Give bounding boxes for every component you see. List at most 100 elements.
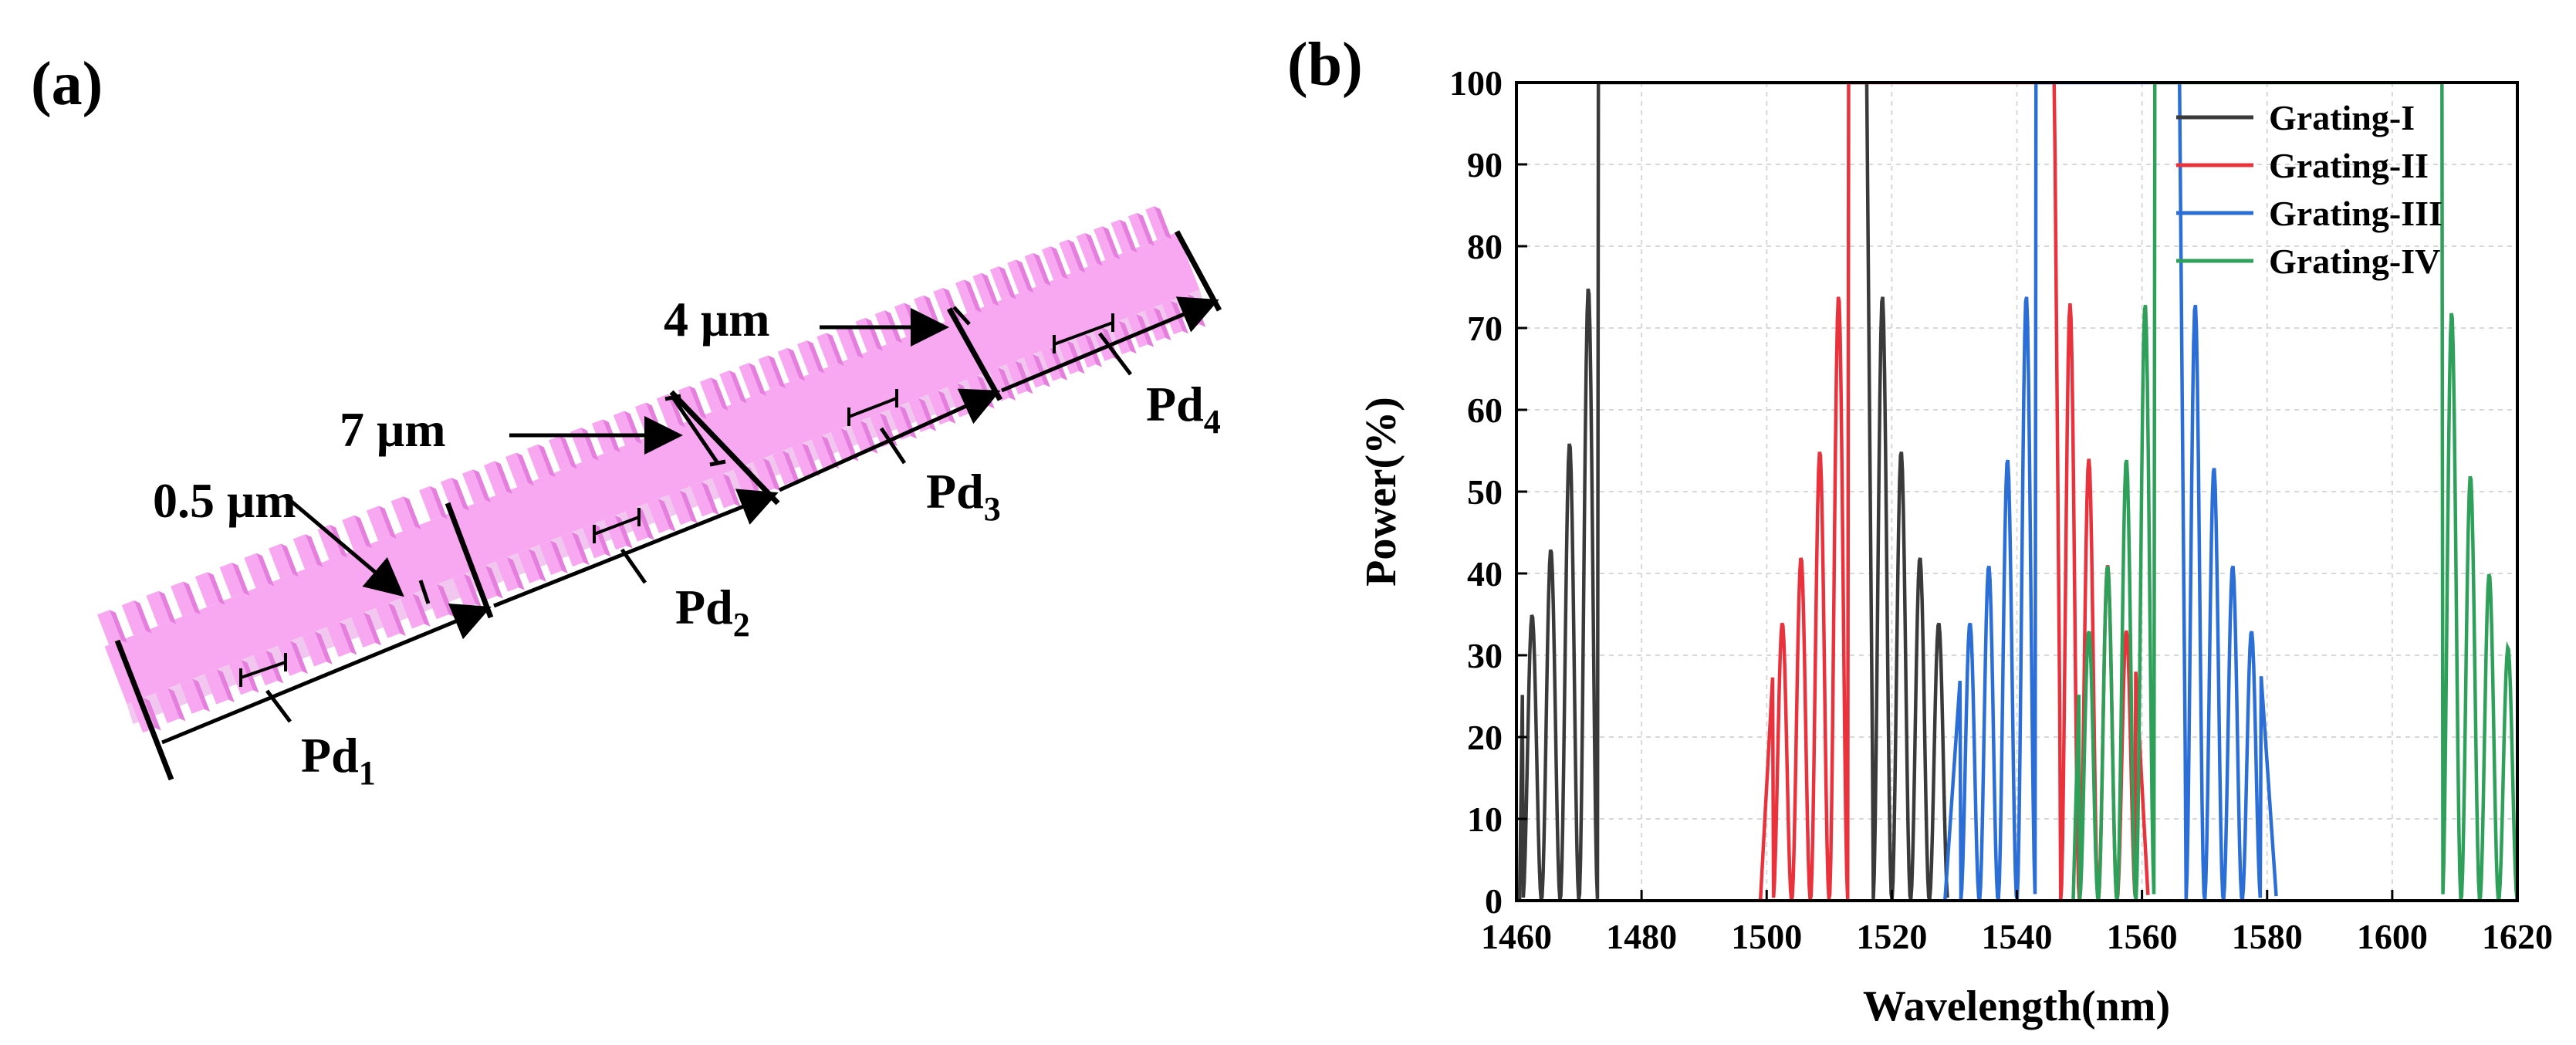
- grating-tooth-top-side: [710, 377, 729, 411]
- grating-tooth-bottom: [303, 631, 327, 667]
- grating-tooth-bottom-side: [636, 507, 654, 540]
- grating-tooth-top-side: [688, 386, 707, 419]
- grating-tooth-top-side: [559, 435, 577, 469]
- grating-tooth-top: [1094, 226, 1114, 260]
- grating-tooth-top-side: [134, 600, 152, 634]
- grating-tooth-bottom: [517, 549, 541, 583]
- grating-tooth-bottom: [1023, 353, 1045, 388]
- grating-tooth-top: [526, 444, 550, 479]
- panel-a-label: (a): [31, 50, 103, 118]
- grating-tooth-bottom: [278, 641, 303, 676]
- grating-tooth-bottom-side: [998, 367, 1016, 401]
- y-tick-label: 80: [1467, 227, 1503, 266]
- grating-tooth-bottom: [850, 421, 872, 455]
- y-tick-label: 100: [1449, 63, 1503, 103]
- grating-tooth-top: [244, 553, 269, 589]
- x-tick-label: 1580: [2232, 917, 2303, 956]
- grating-tooth-top: [171, 581, 195, 617]
- grating-tooth-top-side: [158, 590, 177, 624]
- annotation-arrows: [290, 306, 971, 604]
- grating-tooth-top: [955, 279, 976, 313]
- panel-b-label: (b): [1287, 31, 1363, 99]
- grating-tooth-bottom: [668, 490, 691, 526]
- grating-tooth-top-side: [537, 444, 556, 478]
- boundary-line-4: [946, 307, 1003, 401]
- grating-tooth-bottom: [1127, 314, 1148, 348]
- grating-tooth-bottom-side: [549, 540, 568, 574]
- grating-tooth-top: [796, 340, 819, 375]
- grating-tooth-top: [989, 266, 1011, 300]
- grating-tooth-bottom: [400, 594, 424, 629]
- y-tick-label: 10: [1467, 800, 1503, 839]
- legend-label: Grating-IV: [2269, 242, 2440, 281]
- grating-tooth-top-side: [1067, 239, 1086, 273]
- grating-tooth-bottom-side: [782, 451, 800, 484]
- grating-tooth-top-side: [1154, 206, 1172, 239]
- grating-tooth-top: [97, 610, 122, 645]
- grating-tooth-bottom-side: [658, 499, 676, 532]
- grating-tooth-top: [462, 469, 485, 504]
- grating-tooth-bottom-side: [840, 428, 859, 462]
- grating-tooth-bottom: [625, 507, 649, 542]
- grating-tooth-top: [678, 386, 701, 421]
- waveguide-core: [104, 232, 1200, 705]
- grating-tooth-top-side: [1102, 226, 1121, 259]
- grating-tooth-top-side: [378, 506, 397, 539]
- boundary-line-1: [114, 639, 174, 781]
- grating-tooth-top: [972, 272, 993, 307]
- grating-tooth-bottom: [1006, 360, 1027, 395]
- grating-tooth-top-side: [787, 347, 806, 381]
- label-pd4: Pd4: [1146, 377, 1221, 441]
- chart-legend: Grating-I Grating-II Grating-III Grating-IV: [2176, 98, 2442, 281]
- grating-tooth-top-side: [494, 461, 512, 495]
- grating-tooth-top-side: [403, 496, 421, 529]
- grating-tooth-bottom-side: [388, 603, 406, 637]
- grating-tooth-bottom-side: [1032, 353, 1050, 387]
- grating-tooth-bottom: [205, 669, 229, 705]
- grating-tooth-top-side: [749, 363, 766, 396]
- grating-tooth-bottom-side: [412, 594, 431, 627]
- grating-tooth-bottom: [453, 573, 476, 609]
- grating-tooth-top-side: [354, 515, 372, 549]
- grating-tooth-bottom: [1075, 333, 1097, 368]
- grating-tooth-bottom: [690, 482, 713, 517]
- grating-tooth-bottom-side: [363, 612, 382, 646]
- grating-tooth-top-side: [516, 452, 534, 486]
- grating-waveguide: [97, 206, 1206, 733]
- label-pd1: Pd1: [301, 728, 376, 792]
- grating-tooth-bottom: [326, 622, 351, 658]
- y-tick-label: 40: [1467, 554, 1503, 594]
- grating-tooth-bottom-side: [506, 557, 525, 590]
- grating-tooth-bottom: [772, 451, 795, 485]
- grating-tooth-top-side: [232, 562, 250, 596]
- y-tick-label: 70: [1467, 309, 1503, 348]
- grating-tooth-top-side: [964, 279, 982, 313]
- grating-tooth-top-side: [1050, 246, 1069, 279]
- grating-tooth-top: [1076, 232, 1097, 267]
- grating-tooth-bottom: [495, 557, 519, 592]
- legend-label: Grating-II: [2269, 146, 2429, 185]
- grating-tooth-bottom-side: [1067, 340, 1085, 374]
- grating-tooth-bottom: [1110, 320, 1131, 355]
- grating-tooth-top-side: [256, 553, 275, 587]
- chart-series: [1517, 83, 2517, 901]
- grating-tooth-top: [342, 515, 367, 550]
- grating-tooth-bottom-side: [290, 641, 309, 675]
- grating-tooth-top: [1041, 246, 1063, 280]
- grating-tooth-top: [505, 452, 529, 488]
- grating-tooth-top: [1127, 212, 1149, 247]
- x-axis-label: Wavelength(nm): [1863, 982, 2170, 1030]
- grating-tooth-top: [719, 370, 741, 405]
- grating-tooth-top: [816, 333, 838, 367]
- grating-tooth-top: [121, 600, 146, 636]
- grating-tooth-top: [419, 485, 442, 521]
- grating-tooth-bottom-side: [314, 631, 333, 665]
- grating-tooth-top: [1007, 259, 1028, 293]
- grating-tooth-bottom-side: [464, 573, 482, 607]
- grating-tooth-bottom-side: [217, 669, 235, 702]
- grating-tooth-top: [317, 524, 342, 560]
- label-0-5um: 0.5 μm: [153, 473, 296, 528]
- y-tick-label: 30: [1467, 636, 1503, 675]
- grating-tooth-bottom-side: [143, 698, 161, 731]
